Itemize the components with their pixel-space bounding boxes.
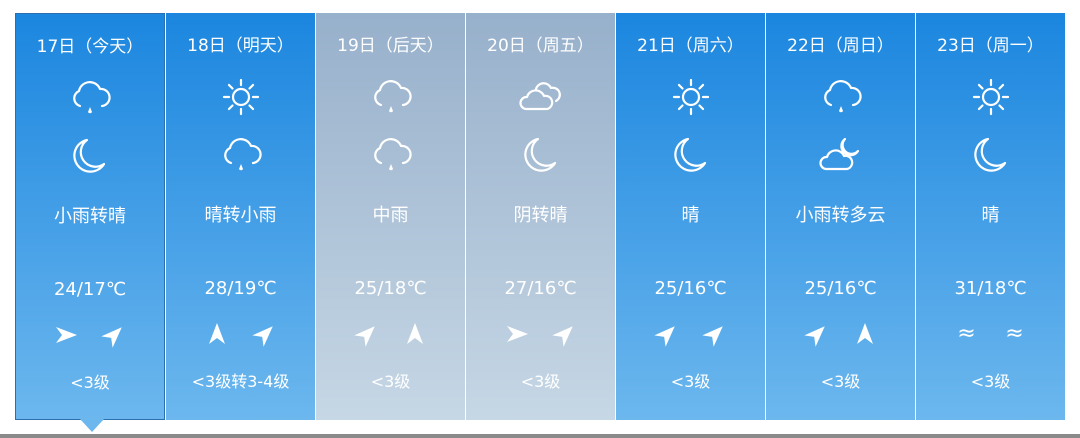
wind-north-icon — [402, 321, 428, 347]
overcast-icon — [516, 75, 566, 119]
day-date: 17日（今天） — [36, 37, 144, 57]
weather-description: 小雨转晴 — [54, 206, 126, 227]
wind-direction: ≈ ≈ — [916, 321, 1065, 347]
wind-variable-icon: ≈ — [957, 321, 976, 346]
cloud-rain-icon — [216, 133, 266, 177]
temperature: 25/16℃ — [804, 278, 877, 299]
wind-northeast-icon — [101, 322, 127, 348]
weather-description: 晴 — [681, 205, 700, 226]
day-column[interactable]: 23日（周一） 晴 31/18℃ ≈ ≈ <3级 — [916, 13, 1065, 420]
wind-north-icon — [852, 321, 878, 347]
divider — [0, 434, 1080, 438]
day-column[interactable]: 22日（周日） 小雨转多云 25/16℃ <3级 — [766, 13, 915, 420]
moon-icon — [666, 133, 716, 177]
temperature: 24/17℃ — [53, 279, 127, 300]
weather-description: 阴转晴 — [513, 205, 568, 226]
cloud-rain-icon — [65, 76, 115, 120]
sun-icon — [216, 75, 266, 119]
wind-direction — [16, 322, 164, 348]
day-column[interactable]: 18日（明天） 晴转小雨 28/19℃ <3级转3-4级 — [166, 13, 315, 420]
temperature: 25/16℃ — [654, 278, 727, 299]
wind-level: <3级转3-4级 — [191, 372, 290, 391]
day-column[interactable]: 20日（周五） 阴转晴 27/16℃ <3级 — [466, 13, 615, 420]
wind-direction — [466, 321, 615, 347]
day-date: 23日（周一） — [937, 36, 1044, 56]
temperature: 28/19℃ — [204, 278, 277, 299]
wind-east-icon — [504, 321, 530, 347]
wind-level: <3级 — [670, 372, 711, 391]
temperature: 31/18℃ — [954, 278, 1027, 299]
weather-description: 小雨转多云 — [795, 205, 886, 226]
wind-direction — [166, 321, 315, 347]
wind-level: <3级 — [820, 372, 861, 391]
day-column[interactable]: 19日（后天） 中雨 25/18℃ <3级 — [316, 13, 465, 420]
cloud-moon-icon — [816, 133, 866, 177]
moon-icon — [65, 134, 115, 178]
selected-pointer — [80, 419, 104, 432]
wind-northeast-icon — [653, 321, 680, 347]
wind-level: <3级 — [520, 372, 561, 391]
wind-variable-icon: ≈ — [1005, 321, 1024, 346]
wind-northeast-icon — [803, 321, 830, 347]
wind-direction — [616, 321, 765, 347]
wind-direction — [316, 321, 465, 347]
weather-description: 晴转小雨 — [204, 205, 277, 226]
day-date: 18日（明天） — [187, 36, 294, 56]
forecast-row: 17日（今天） 小雨转晴 24/17℃ <3级 18日（明天） 晴转小雨 28/… — [15, 13, 1065, 432]
wind-northeast-icon — [701, 321, 728, 347]
weather-description: 晴 — [981, 205, 1000, 226]
wind-level: <3级 — [970, 372, 1011, 391]
day-date: 20日（周五） — [487, 36, 594, 56]
wind-level: <3级 — [70, 373, 110, 392]
temperature: 27/16℃ — [504, 278, 577, 299]
sun-icon — [666, 75, 716, 119]
cloud-rain-icon — [816, 75, 866, 119]
moon-icon — [966, 133, 1016, 177]
wind-northeast-icon — [551, 321, 578, 347]
wind-northeast-icon — [251, 321, 278, 347]
wind-northeast-icon — [353, 321, 380, 347]
day-column[interactable]: 21日（周六） 晴 25/16℃ <3级 — [616, 13, 765, 420]
cloud-rain-icon — [366, 75, 416, 119]
weather-description: 中雨 — [372, 205, 409, 226]
temperature: 25/18℃ — [354, 278, 427, 299]
day-date: 22日（周日） — [787, 36, 894, 56]
day-date: 21日（周六） — [637, 36, 744, 56]
wind-east-icon — [53, 322, 79, 348]
wind-direction — [766, 321, 915, 347]
cloud-rain-icon — [366, 133, 416, 177]
wind-north-icon — [204, 321, 230, 347]
day-column[interactable]: 17日（今天） 小雨转晴 24/17℃ <3级 — [15, 13, 165, 432]
sun-icon — [966, 75, 1016, 119]
wind-level: <3级 — [370, 372, 411, 391]
day-date: 19日（后天） — [337, 36, 444, 56]
moon-icon — [516, 133, 566, 177]
